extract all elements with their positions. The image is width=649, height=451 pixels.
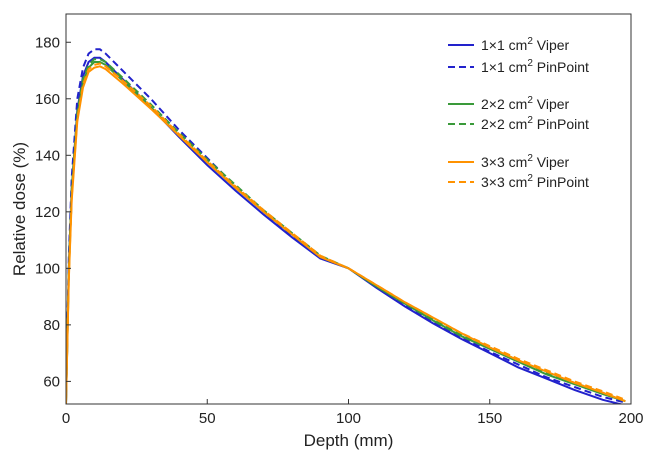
y-tick-label: 120	[35, 204, 60, 221]
y-tick-label: 180	[35, 34, 60, 51]
y-tick-label: 140	[35, 147, 60, 164]
y-axis-label: Relative dose (%)	[10, 142, 29, 276]
x-tick-label: 200	[618, 410, 643, 427]
x-tick-label: 0	[62, 410, 70, 427]
series-line-2	[66, 61, 626, 404]
legend-label: 2×2 cm2 PinPoint	[481, 115, 589, 132]
series-line-3	[66, 58, 626, 403]
x-axis-label: Depth (mm)	[304, 431, 394, 450]
series-line-5	[66, 62, 626, 402]
ticks-layer: 0 50 100 150 200 60 80 100 120 140 160 180	[35, 34, 644, 427]
series-layer	[66, 48, 626, 404]
legend-label: 2×2 cm2 Viper	[481, 95, 570, 112]
y-tick-label: 100	[35, 260, 60, 277]
y-tick-label: 60	[43, 373, 60, 390]
legend-label: 1×1 cm2 Viper	[481, 36, 570, 53]
series-line-1	[66, 48, 626, 404]
legend-label: 3×3 cm2 PinPoint	[481, 173, 589, 190]
y-tick-label: 160	[35, 91, 60, 108]
x-tick-label: 50	[199, 410, 216, 427]
series-line-0	[66, 56, 624, 404]
legend-label: 3×3 cm2 Viper	[481, 153, 570, 170]
y-tick-label: 80	[43, 317, 60, 334]
legend: 1×1 cm2 Viper 1×1 cm2 PinPoint 2×2 cm2 Vip…	[448, 36, 589, 190]
legend-label: 1×1 cm2 PinPoint	[481, 58, 589, 75]
x-tick-label: 150	[477, 410, 502, 427]
x-tick-label: 100	[336, 410, 361, 427]
